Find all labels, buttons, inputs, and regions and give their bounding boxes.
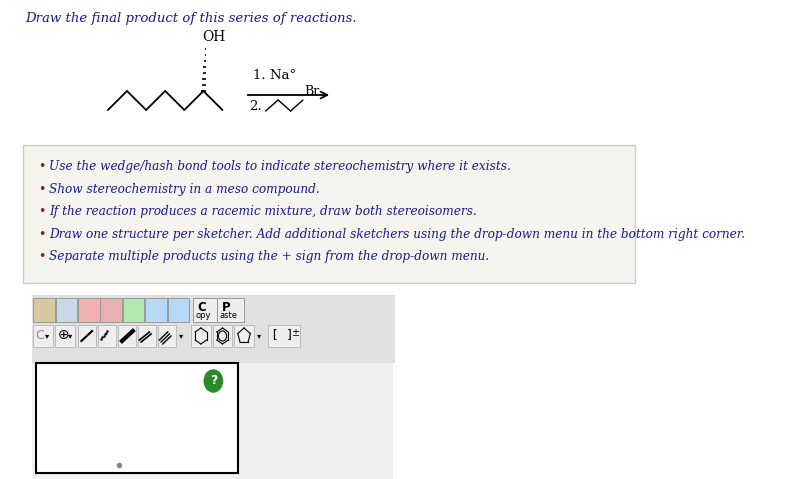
Bar — [168, 298, 189, 322]
Bar — [33, 298, 55, 322]
Bar — [33, 325, 53, 347]
Bar — [191, 325, 211, 347]
Bar — [234, 325, 254, 347]
Text: •: • — [38, 250, 46, 263]
Text: 1. Na°: 1. Na° — [254, 69, 296, 82]
Text: If the reaction produces a racemic mixture, draw both stereoisomers.: If the reaction produces a racemic mixtu… — [49, 205, 476, 218]
Text: OH: OH — [203, 30, 226, 44]
Bar — [123, 298, 144, 322]
Bar — [31, 360, 392, 479]
Text: •: • — [38, 228, 46, 240]
Bar — [31, 295, 395, 363]
Bar — [35, 363, 238, 473]
Text: aste: aste — [219, 311, 237, 320]
Text: C: C — [35, 329, 45, 342]
Bar — [78, 325, 97, 347]
Bar — [158, 325, 176, 347]
Text: P: P — [221, 301, 230, 314]
Bar — [55, 325, 75, 347]
Bar — [78, 298, 100, 322]
Bar — [118, 325, 136, 347]
Bar — [193, 298, 217, 322]
Bar — [217, 298, 244, 322]
Bar — [98, 325, 116, 347]
Text: 2.: 2. — [249, 100, 261, 113]
Text: Separate multiple products using the + sign from the drop-down menu.: Separate multiple products using the + s… — [49, 250, 489, 263]
Text: ±: ± — [290, 328, 298, 338]
Text: ▾: ▾ — [257, 331, 261, 340]
Text: Draw one structure per sketcher. Add additional sketchers using the drop-down me: Draw one structure per sketcher. Add add… — [49, 228, 745, 240]
Text: •: • — [38, 205, 46, 218]
Text: opy: opy — [195, 311, 210, 320]
Text: •: • — [38, 160, 46, 173]
Bar — [56, 298, 77, 322]
Text: •: • — [38, 182, 46, 195]
Bar — [24, 145, 635, 283]
Text: Show stereochemistry in a meso compound.: Show stereochemistry in a meso compound. — [49, 182, 319, 195]
Text: ▾: ▾ — [179, 331, 184, 340]
Text: Use the wedge/hash bond tools to indicate stereochemistry where it exists.: Use the wedge/hash bond tools to indicat… — [49, 160, 511, 173]
Text: ?: ? — [210, 375, 217, 388]
Text: Br: Br — [304, 85, 319, 98]
Bar — [213, 325, 232, 347]
Text: [ ]: [ ] — [272, 328, 294, 341]
Text: Draw the final product of this series of reactions.: Draw the final product of this series of… — [25, 12, 356, 25]
Bar — [138, 325, 156, 347]
Text: C: C — [198, 301, 206, 314]
Bar — [268, 325, 300, 347]
Text: ▾: ▾ — [68, 331, 72, 340]
Bar — [100, 298, 122, 322]
Circle shape — [204, 370, 222, 392]
Text: ▾: ▾ — [45, 331, 49, 340]
Bar — [145, 298, 167, 322]
Text: ⊕: ⊕ — [58, 328, 70, 342]
